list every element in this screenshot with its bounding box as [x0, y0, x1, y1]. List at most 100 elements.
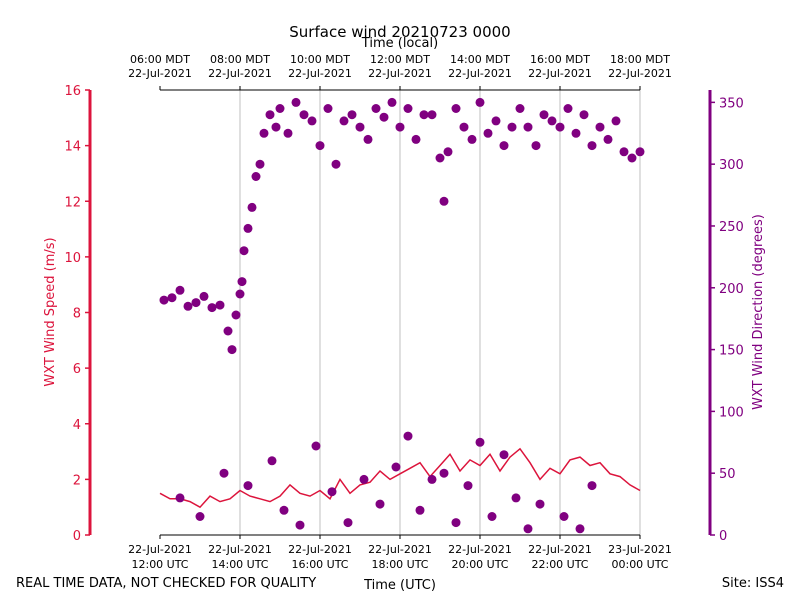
left-axis-ticks: 0 2 4 6 8 10 12 14 16	[64, 84, 90, 544]
direction-point	[259, 128, 269, 138]
left-axis-title: WXT Wind Speed (m/s)	[43, 237, 58, 386]
direction-point	[587, 481, 597, 491]
footer-site: Site: ISS4	[722, 576, 784, 591]
bottom-tick-label: 00:00 UTC	[611, 558, 668, 571]
direction-point	[235, 289, 245, 299]
direction-point	[231, 310, 241, 320]
bottom-tick-label: 16:00 UTC	[291, 558, 348, 571]
direction-point	[523, 122, 533, 132]
direction-point	[499, 141, 509, 151]
direction-series	[159, 97, 645, 534]
direction-point	[331, 159, 341, 169]
direction-point	[579, 110, 589, 120]
direction-point	[507, 122, 517, 132]
direction-point	[375, 499, 385, 509]
bottom-axis-ticks: 22-Jul-2021 12:00 UTC 22-Jul-2021 14:00 UTC…	[128, 535, 672, 571]
top-tick-label: 14:00 MDT	[450, 53, 510, 66]
top-tick-label: 22-Jul-2021	[448, 67, 512, 80]
left-tick-label: 10	[64, 251, 81, 266]
direction-point	[587, 141, 597, 151]
direction-point	[395, 122, 405, 132]
direction-point	[275, 104, 285, 113]
direction-point	[279, 505, 289, 515]
direction-point	[463, 481, 473, 491]
left-tick-label: 16	[64, 84, 81, 99]
direction-point	[347, 110, 357, 120]
direction-point	[223, 326, 233, 336]
left-tick-label: 8	[73, 307, 81, 322]
right-axis-ticks: 0 50 100 150 200 250 300 350	[710, 96, 744, 544]
direction-point	[307, 116, 317, 126]
top-tick-label: 22-Jul-2021	[208, 67, 272, 80]
bottom-tick-label: 18:00 UTC	[371, 558, 428, 571]
top-tick-label: 10:00 MDT	[290, 53, 350, 66]
bottom-tick-label: 23-Jul-2021	[608, 543, 672, 556]
direction-point	[435, 153, 445, 163]
right-tick-label: 350	[719, 96, 744, 111]
direction-point	[355, 122, 365, 132]
bottom-tick-label: 14:00 UTC	[211, 558, 268, 571]
direction-point	[291, 97, 301, 107]
direction-point	[603, 134, 613, 144]
direction-point	[427, 474, 437, 484]
direction-point	[451, 104, 461, 113]
direction-point	[239, 246, 249, 256]
direction-point	[483, 128, 493, 138]
direction-point	[627, 153, 637, 163]
bottom-axis-title: Time (UTC)	[363, 578, 436, 593]
direction-point	[531, 141, 541, 151]
direction-point	[315, 141, 325, 151]
right-tick-label: 150	[719, 344, 744, 359]
bottom-tick-label: 12:00 UTC	[131, 558, 188, 571]
direction-point	[237, 277, 247, 287]
bottom-tick-label: 22-Jul-2021	[368, 543, 432, 556]
direction-point	[439, 468, 449, 478]
direction-point	[295, 520, 305, 530]
top-tick-label: 22-Jul-2021	[528, 67, 592, 80]
right-axis-title: WXT Wind Direction (degrees)	[751, 214, 766, 410]
direction-point	[571, 128, 581, 138]
left-tick-label: 2	[73, 473, 81, 488]
bottom-tick-label: 22-Jul-2021	[528, 543, 592, 556]
direction-point	[451, 518, 461, 528]
direction-point	[403, 104, 413, 113]
direction-point	[619, 147, 629, 157]
direction-point	[199, 291, 209, 301]
direction-point	[559, 512, 569, 521]
left-tick-label: 14	[64, 140, 81, 155]
direction-point	[159, 295, 169, 305]
direction-point	[207, 303, 217, 313]
direction-point	[539, 110, 549, 120]
top-tick-label: 22-Jul-2021	[608, 67, 672, 80]
direction-point	[467, 134, 477, 144]
footer-quality-note: REAL TIME DATA, NOT CHECKED FOR QUALITY	[16, 576, 316, 591]
direction-point	[459, 122, 469, 132]
top-tick-label: 22-Jul-2021	[288, 67, 352, 80]
top-tick-label: 22-Jul-2021	[128, 67, 192, 80]
direction-point	[283, 128, 293, 138]
direction-point	[391, 462, 401, 472]
direction-point	[343, 518, 353, 528]
top-tick-label: 08:00 MDT	[210, 53, 270, 66]
right-tick-label: 50	[719, 467, 736, 482]
direction-point	[243, 481, 253, 491]
top-tick-label: 12:00 MDT	[370, 53, 430, 66]
direction-point	[523, 524, 533, 534]
direction-point	[415, 505, 425, 515]
bottom-tick-label: 22-Jul-2021	[288, 543, 352, 556]
right-tick-label: 100	[719, 405, 744, 420]
bottom-tick-label: 22-Jul-2021	[208, 543, 272, 556]
left-tick-label: 0	[73, 529, 81, 544]
direction-point	[515, 104, 525, 113]
left-tick-label: 4	[73, 418, 81, 433]
direction-point	[443, 147, 453, 157]
direction-point	[387, 97, 397, 107]
left-tick-label: 6	[73, 362, 81, 377]
grid-lines	[239, 90, 641, 535]
direction-point	[411, 134, 421, 144]
direction-point	[635, 147, 645, 157]
bottom-tick-label: 22-Jul-2021	[448, 543, 512, 556]
direction-point	[243, 223, 253, 233]
direction-point	[487, 512, 497, 521]
